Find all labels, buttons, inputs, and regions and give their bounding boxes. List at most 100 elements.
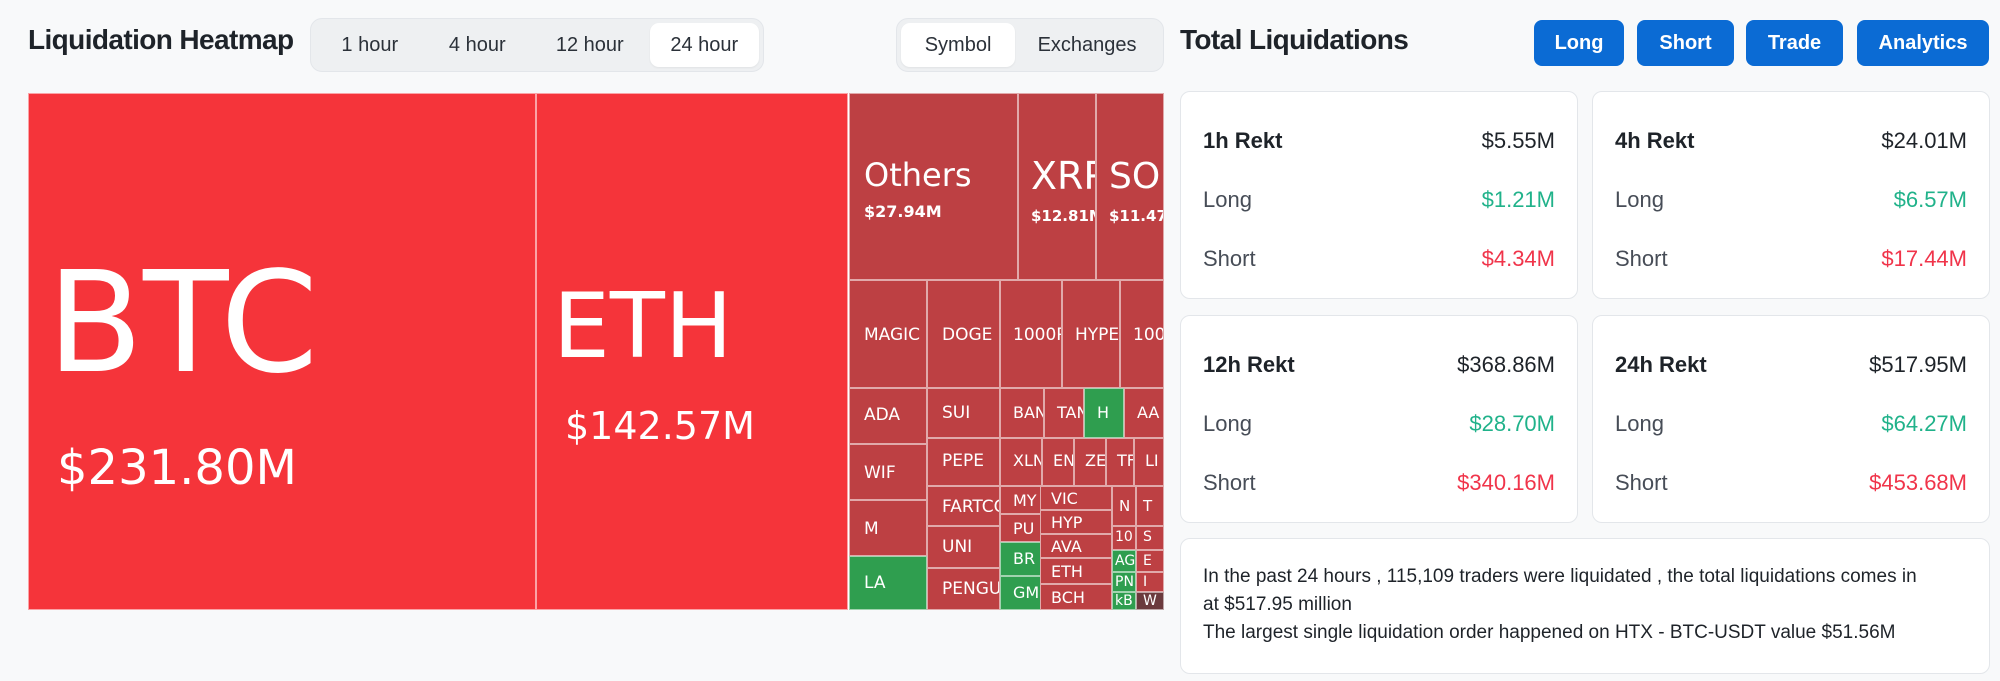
tile-symbol: WIF [864, 463, 896, 483]
short-label: Short [1203, 470, 1256, 495]
tile-symbol: N [1119, 497, 1131, 515]
mode-option-exchanges[interactable]: Exchanges [1037, 33, 1137, 56]
mode-option-symbol[interactable]: Symbol [901, 23, 1016, 67]
tile-value: $231.80M [57, 440, 297, 496]
liquidation-summary: In the past 24 hours , 115,109 traders w… [1180, 538, 1990, 674]
tile-s[interactable]: S [1136, 526, 1164, 550]
tile-ag[interactable]: AG [1112, 550, 1136, 572]
analytics-button[interactable]: Analytics [1857, 20, 1989, 66]
tile-en[interactable]: EN [1042, 438, 1074, 486]
long-value: $1.21M [1481, 187, 1555, 212]
tile-xlm[interactable]: XLN [1000, 438, 1042, 486]
long-label: Long [1615, 187, 1664, 212]
tile-value: $12.81M [1031, 207, 1095, 225]
tile-la[interactable]: LA [849, 556, 927, 610]
tile-pn[interactable]: PN [1112, 572, 1136, 592]
tile-symbol: MY [1013, 491, 1037, 510]
tile-btc[interactable]: BTC $231.80M [28, 93, 536, 610]
tile-tr[interactable]: TF [1106, 438, 1134, 486]
tile-sui[interactable]: SUI [927, 388, 1000, 438]
long-label: Long [1203, 411, 1252, 436]
long-value: $28.70M [1469, 411, 1555, 436]
tile-others[interactable]: Others $27.94M [849, 93, 1018, 280]
tile-ava[interactable]: AVA [1040, 534, 1112, 558]
time-option-1h[interactable]: 1 hour [341, 33, 399, 56]
card-total: $24.01M [1881, 128, 1967, 153]
time-option-4h[interactable]: 4 hour [448, 33, 506, 56]
tile-symbol: SUI [942, 403, 971, 423]
trade-button[interactable]: Trade [1746, 20, 1843, 66]
tile-bch[interactable]: BCH [1040, 584, 1112, 610]
tile-symbol: T [1143, 497, 1153, 515]
time-option-24h[interactable]: 24 hour [649, 23, 759, 67]
tile-uni[interactable]: UNI [927, 526, 1000, 568]
rekt-card-12h: 12h Rekt $368.86M Long $28.70M Short $34… [1180, 315, 1578, 523]
long-value: $6.57M [1893, 187, 1967, 212]
group-mode-selector: Symbol Exchanges [896, 18, 1164, 72]
rekt-card-24h: 24h Rekt $517.95M Long $64.27M Short $45… [1592, 315, 1990, 523]
tile-xrp[interactable]: XRP $12.81M [1018, 93, 1096, 280]
tile-symbol: HYPE [1075, 325, 1120, 345]
summary-line-1: In the past 24 hours , 115,109 traders w… [1203, 566, 1917, 587]
tile-n[interactable]: N [1112, 486, 1136, 526]
tile-wif[interactable]: WIF [849, 444, 927, 500]
tile-symbol: 100 [1133, 325, 1164, 345]
total-liquidations-title: Total Liquidations [1180, 24, 1409, 55]
tile-fartcoin[interactable]: FARTCO [927, 486, 1000, 526]
tile-symbol: HYP [1051, 513, 1083, 532]
tile-sol[interactable]: SOL $11.47M [1096, 93, 1164, 280]
rekt-card-4h: 4h Rekt $24.01M Long $6.57M Short $17.44… [1592, 91, 1990, 299]
time-range-selector: 1 hour 4 hour 12 hour 24 hour [310, 18, 764, 72]
long-button[interactable]: Long [1534, 20, 1624, 66]
tile-pengu[interactable]: PENGU [927, 568, 1000, 610]
liquidation-heatmap: BTC $231.80M ETH $142.57M Others $27.94M… [28, 93, 1164, 610]
card-label: 12h Rekt [1203, 352, 1295, 377]
rekt-card-1h: 1h Rekt $5.55M Long $1.21M Short $4.34M [1180, 91, 1578, 299]
tile-symbol: BAN [1013, 403, 1044, 422]
tile-symbol: 10 [1115, 529, 1133, 545]
tile-100x[interactable]: 100 [1120, 280, 1164, 388]
tile-symbol: PU [1013, 519, 1035, 538]
tile-pepe[interactable]: PEPE [927, 438, 1000, 486]
short-value: $17.44M [1881, 246, 1967, 271]
tile-symbol: EN [1053, 451, 1074, 470]
card-label: 1h Rekt [1203, 128, 1283, 153]
short-value: $340.16M [1457, 470, 1555, 495]
tile-hype[interactable]: HYPE [1062, 280, 1120, 388]
tile-1000pepe[interactable]: 1000P [1000, 280, 1062, 388]
tile-eth[interactable]: ETH $142.57M [536, 93, 848, 610]
short-button[interactable]: Short [1637, 20, 1734, 66]
short-value: $4.34M [1481, 246, 1555, 271]
tile-h[interactable]: H [1084, 388, 1124, 438]
tile-tan[interactable]: TAN [1044, 388, 1084, 438]
tile-ze[interactable]: ZE [1074, 438, 1106, 486]
tile-symbol: AG [1115, 553, 1136, 569]
tile-t[interactable]: T [1136, 486, 1164, 526]
tile-e[interactable]: E [1136, 550, 1164, 572]
heatmap-title: Liquidation Heatmap [28, 24, 294, 55]
tile-ada[interactable]: ADA [849, 388, 927, 444]
tile-symbol: W [1143, 593, 1157, 609]
tile-li[interactable]: LI [1134, 438, 1164, 486]
tile-value: $142.57M [565, 404, 755, 448]
tile-symbol: MAGIC [864, 325, 921, 345]
tile-magic[interactable]: MAGIC [849, 280, 927, 388]
tile-m[interactable]: M [849, 500, 927, 556]
tile-10x[interactable]: 10 [1112, 526, 1136, 550]
tile-symbol: PEPE [942, 451, 984, 471]
tile-symbol: XLN [1013, 451, 1042, 470]
tile-eth-alt[interactable]: ETH [1040, 558, 1112, 584]
tile-symbol: AA [1137, 403, 1160, 422]
tile-kb[interactable]: kB [1112, 592, 1136, 610]
time-option-12h[interactable]: 12 hour [555, 33, 624, 56]
tile-aa[interactable]: AA [1124, 388, 1164, 438]
tile-vic[interactable]: VIC [1040, 486, 1112, 510]
tile-w[interactable]: W [1136, 592, 1164, 610]
tile-symbol: BTC [47, 242, 319, 405]
short-label: Short [1615, 470, 1668, 495]
tile-hyp[interactable]: HYP [1040, 510, 1112, 534]
tile-ban[interactable]: BAN [1000, 388, 1044, 438]
tile-i[interactable]: I [1136, 572, 1164, 592]
tile-symbol: kB [1115, 593, 1133, 609]
tile-doge[interactable]: DOGE [927, 280, 1000, 388]
